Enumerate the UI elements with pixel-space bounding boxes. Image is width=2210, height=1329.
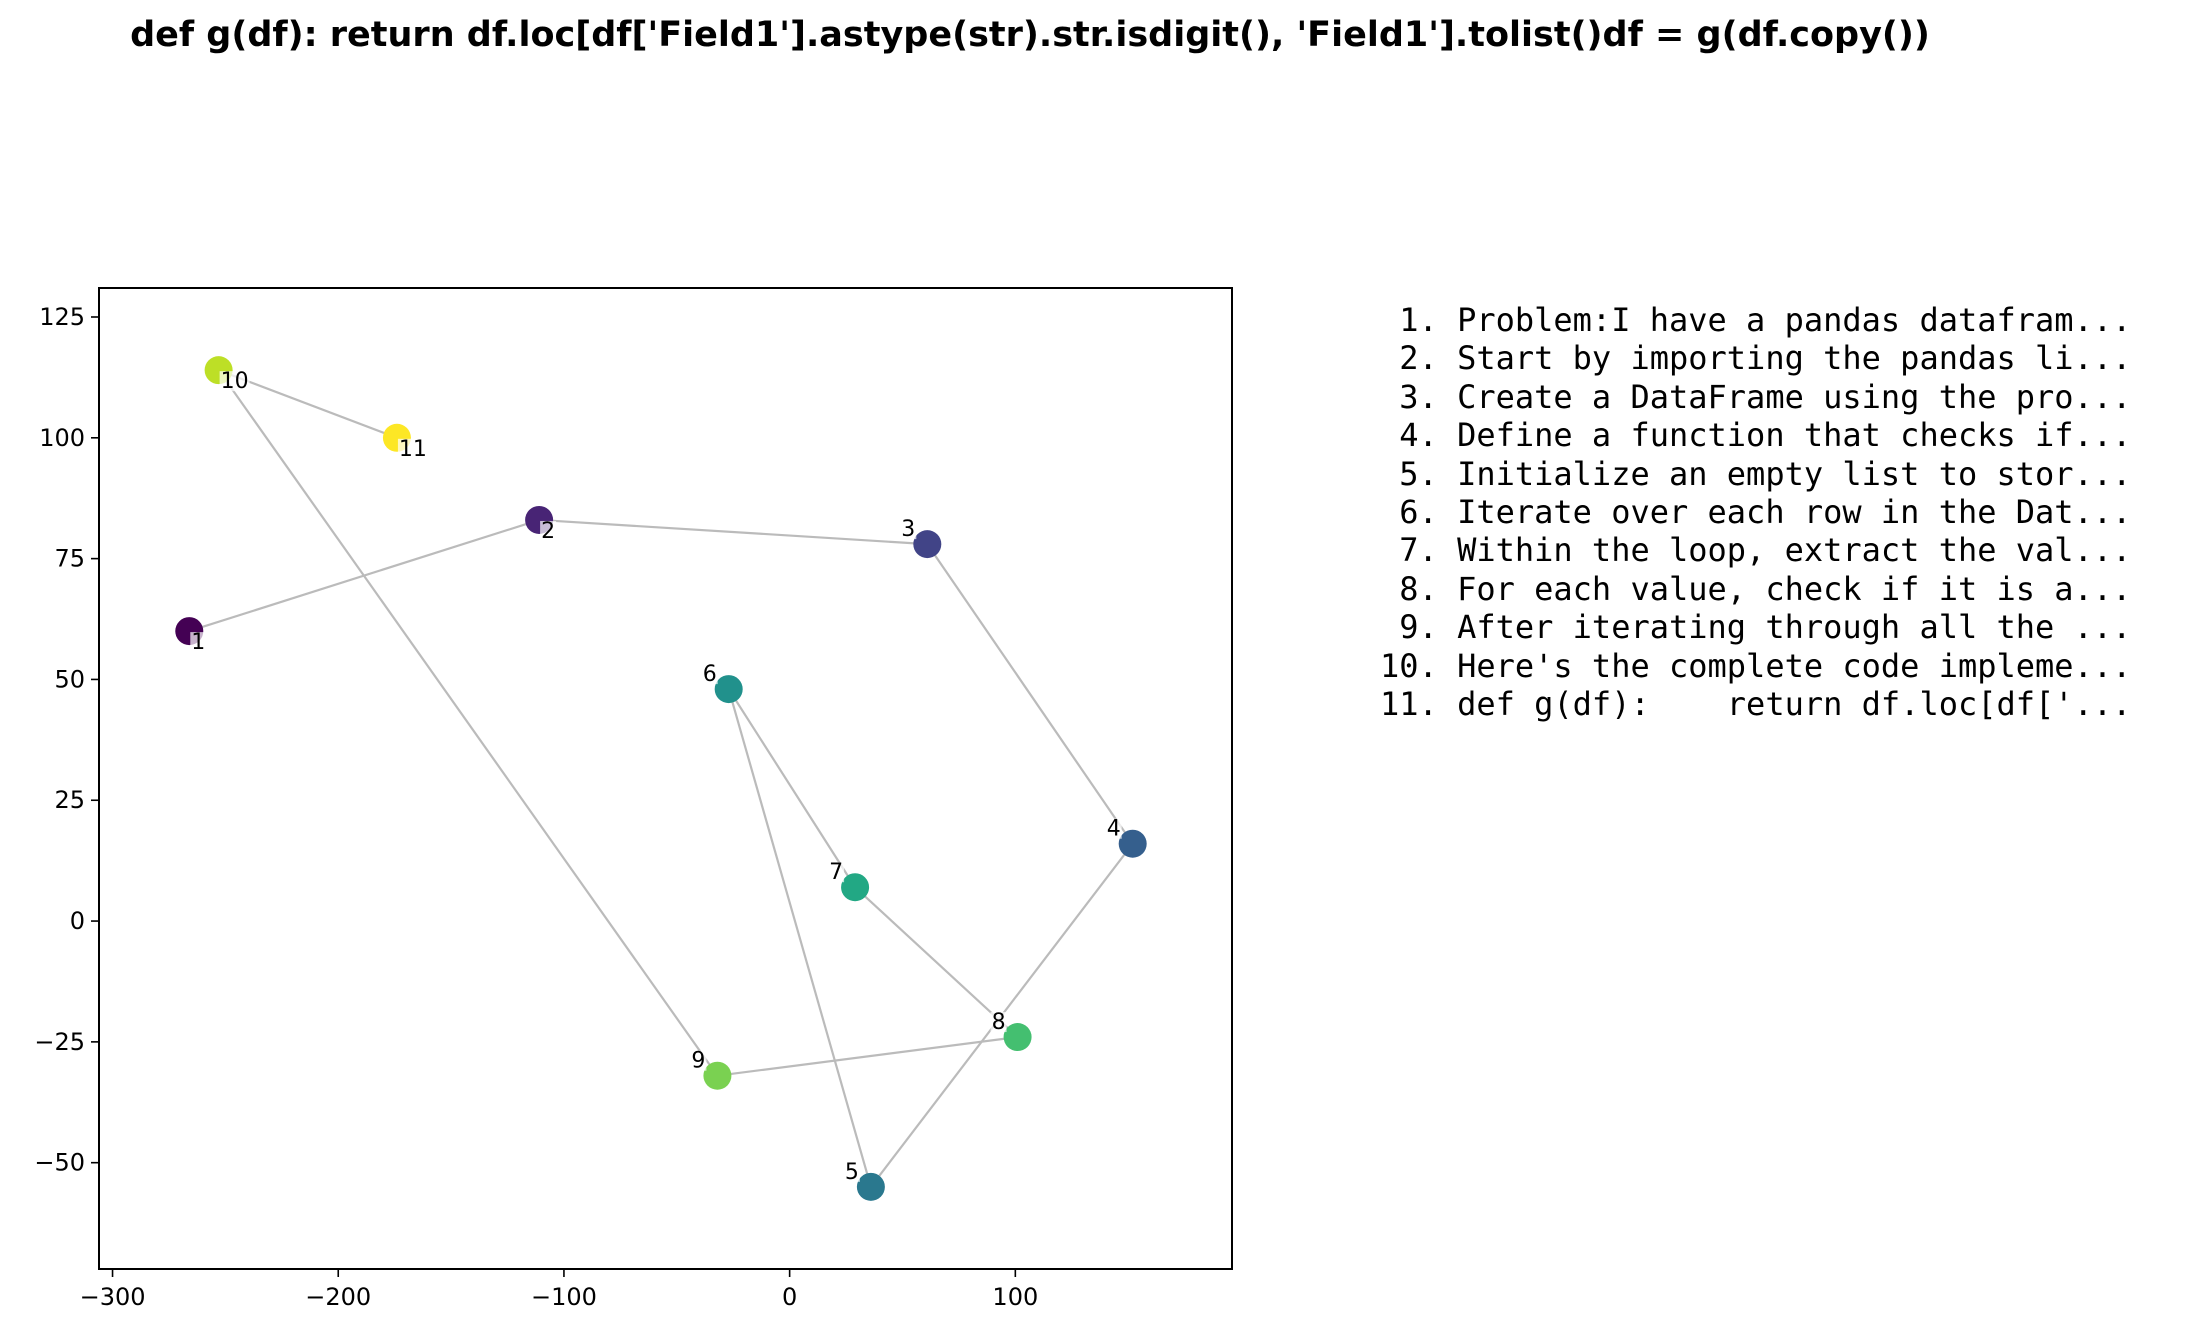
x-tick-label: −200 (305, 1283, 371, 1311)
data-point-3 (913, 530, 942, 559)
connector-line (926, 543, 1134, 845)
point-label-backing (219, 371, 250, 392)
step-item: 8. For each value, check if it is a... (1380, 570, 2210, 608)
point-label-2: 2 (541, 519, 555, 544)
point-label-5: 5 (845, 1160, 859, 1185)
point-label-4: 4 (1107, 817, 1121, 842)
point-labels: 1 2 3 4 5 6 7 8 9 10 11 (190, 369, 1122, 1185)
data-point-5 (856, 1172, 885, 1201)
y-tick-label: 25 (54, 786, 85, 814)
step-text: def g(df): return df.loc[df['... (1457, 684, 2132, 723)
step-number: 1. (1380, 301, 1458, 339)
point-label-backing (701, 664, 718, 685)
step-text: After iterating through all the ... (1457, 608, 2132, 647)
y-tick-label: 50 (54, 665, 85, 693)
y-tick-label: 0 (70, 907, 85, 935)
point-label-10: 10 (221, 369, 249, 394)
chart-title: def g(df): return df.loc[df['Field1'].as… (130, 15, 1930, 55)
connector-line (539, 518, 928, 546)
point-label-backing (190, 632, 207, 653)
step-number: 3. (1380, 377, 1458, 416)
point-label-backing (900, 519, 917, 540)
step-list: 1. Problem:I have a pandas datafram... 2… (1380, 301, 2210, 723)
point-label-9: 9 (691, 1049, 705, 1074)
point-label-1: 1 (191, 630, 205, 655)
point-label-backing (1105, 818, 1122, 839)
point-label-backing (990, 1012, 1007, 1033)
step-item: 11. def g(df): return df.loc[df['... (1380, 685, 2210, 723)
connector-line (717, 1035, 1018, 1077)
point-label-backing (690, 1050, 707, 1071)
step-text: Define a function that checks if... (1457, 416, 2132, 455)
step-number: 8. (1380, 569, 1458, 608)
step-item: 9. After iterating through all the ... (1380, 608, 2210, 646)
data-point-9 (703, 1061, 732, 1090)
step-number: 2. (1380, 339, 1458, 378)
step-number: 7. (1380, 531, 1458, 570)
point-label-8: 8 (992, 1010, 1006, 1035)
y-tick-label: 125 (39, 303, 85, 331)
point-label-backing (843, 1161, 860, 1182)
data-point-6 (714, 675, 743, 704)
point-label-backing (828, 862, 845, 883)
y-axis: −50 −25 0 25 50 75 100 125 (34, 303, 99, 1177)
x-tick-label: −300 (80, 1283, 146, 1311)
step-item: 6. Iterate over each row in the Dat... (1380, 493, 2210, 531)
connector-lines (188, 369, 1134, 1188)
y-tick-label: −50 (34, 1149, 85, 1177)
step-text: Create a DataFrame using the pro... (1457, 377, 2132, 416)
data-points (175, 356, 1147, 1201)
step-item: 2. Start by importing the pandas li... (1380, 339, 2210, 377)
step-number: 5. (1380, 454, 1458, 493)
step-number: 4. (1380, 416, 1458, 455)
data-point-8 (1003, 1023, 1032, 1052)
step-text: For each value, check if it is a... (1457, 569, 2132, 608)
point-label-backing (397, 438, 428, 459)
connector-line (727, 688, 857, 888)
step-item: 7. Within the loop, extract the val... (1380, 531, 2210, 569)
point-label-7: 7 (829, 860, 843, 885)
point-label-6: 6 (703, 662, 717, 687)
step-text: Initialize an empty list to stor... (1457, 454, 2132, 493)
step-number: 6. (1380, 492, 1458, 531)
y-tick-label: 75 (54, 545, 85, 573)
point-label-backing (540, 520, 557, 541)
x-axis: −300 −200 −100 0 100 (80, 1269, 1038, 1311)
step-number: 9. (1380, 608, 1458, 647)
y-tick-label: 100 (39, 424, 85, 452)
step-number: 10. (1380, 646, 1458, 685)
step-number: 11. (1380, 684, 1458, 723)
x-tick-label: 100 (992, 1283, 1038, 1311)
step-item: 1. Problem:I have a pandas datafram... (1380, 301, 2210, 339)
step-item: 4. Define a function that checks if... (1380, 416, 2210, 454)
step-text: Here's the complete code impleme... (1457, 646, 2132, 685)
data-point-4 (1118, 829, 1147, 858)
step-item: 5. Initialize an empty list to stor... (1380, 455, 2210, 493)
point-label-3: 3 (901, 517, 915, 542)
step-item: 3. Create a DataFrame using the pro... (1380, 378, 2210, 416)
x-tick-label: 0 (782, 1283, 797, 1311)
step-text: Within the loop, extract the val... (1457, 531, 2132, 570)
step-text: Iterate over each row in the Dat... (1457, 492, 2132, 531)
plot-frame (98, 287, 1233, 1270)
step-text: Problem:I have a pandas datafram... (1457, 301, 2132, 339)
step-text: Start by importing the pandas li... (1457, 339, 2132, 378)
y-tick-label: −25 (34, 1028, 85, 1056)
connector-line (217, 369, 719, 1077)
data-point-7 (841, 873, 870, 902)
point-label-11: 11 (399, 437, 427, 462)
connector-line (854, 886, 1019, 1038)
connector-line (727, 688, 872, 1188)
x-tick-label: −100 (531, 1283, 597, 1311)
step-item: 10. Here's the complete code impleme... (1380, 647, 2210, 685)
